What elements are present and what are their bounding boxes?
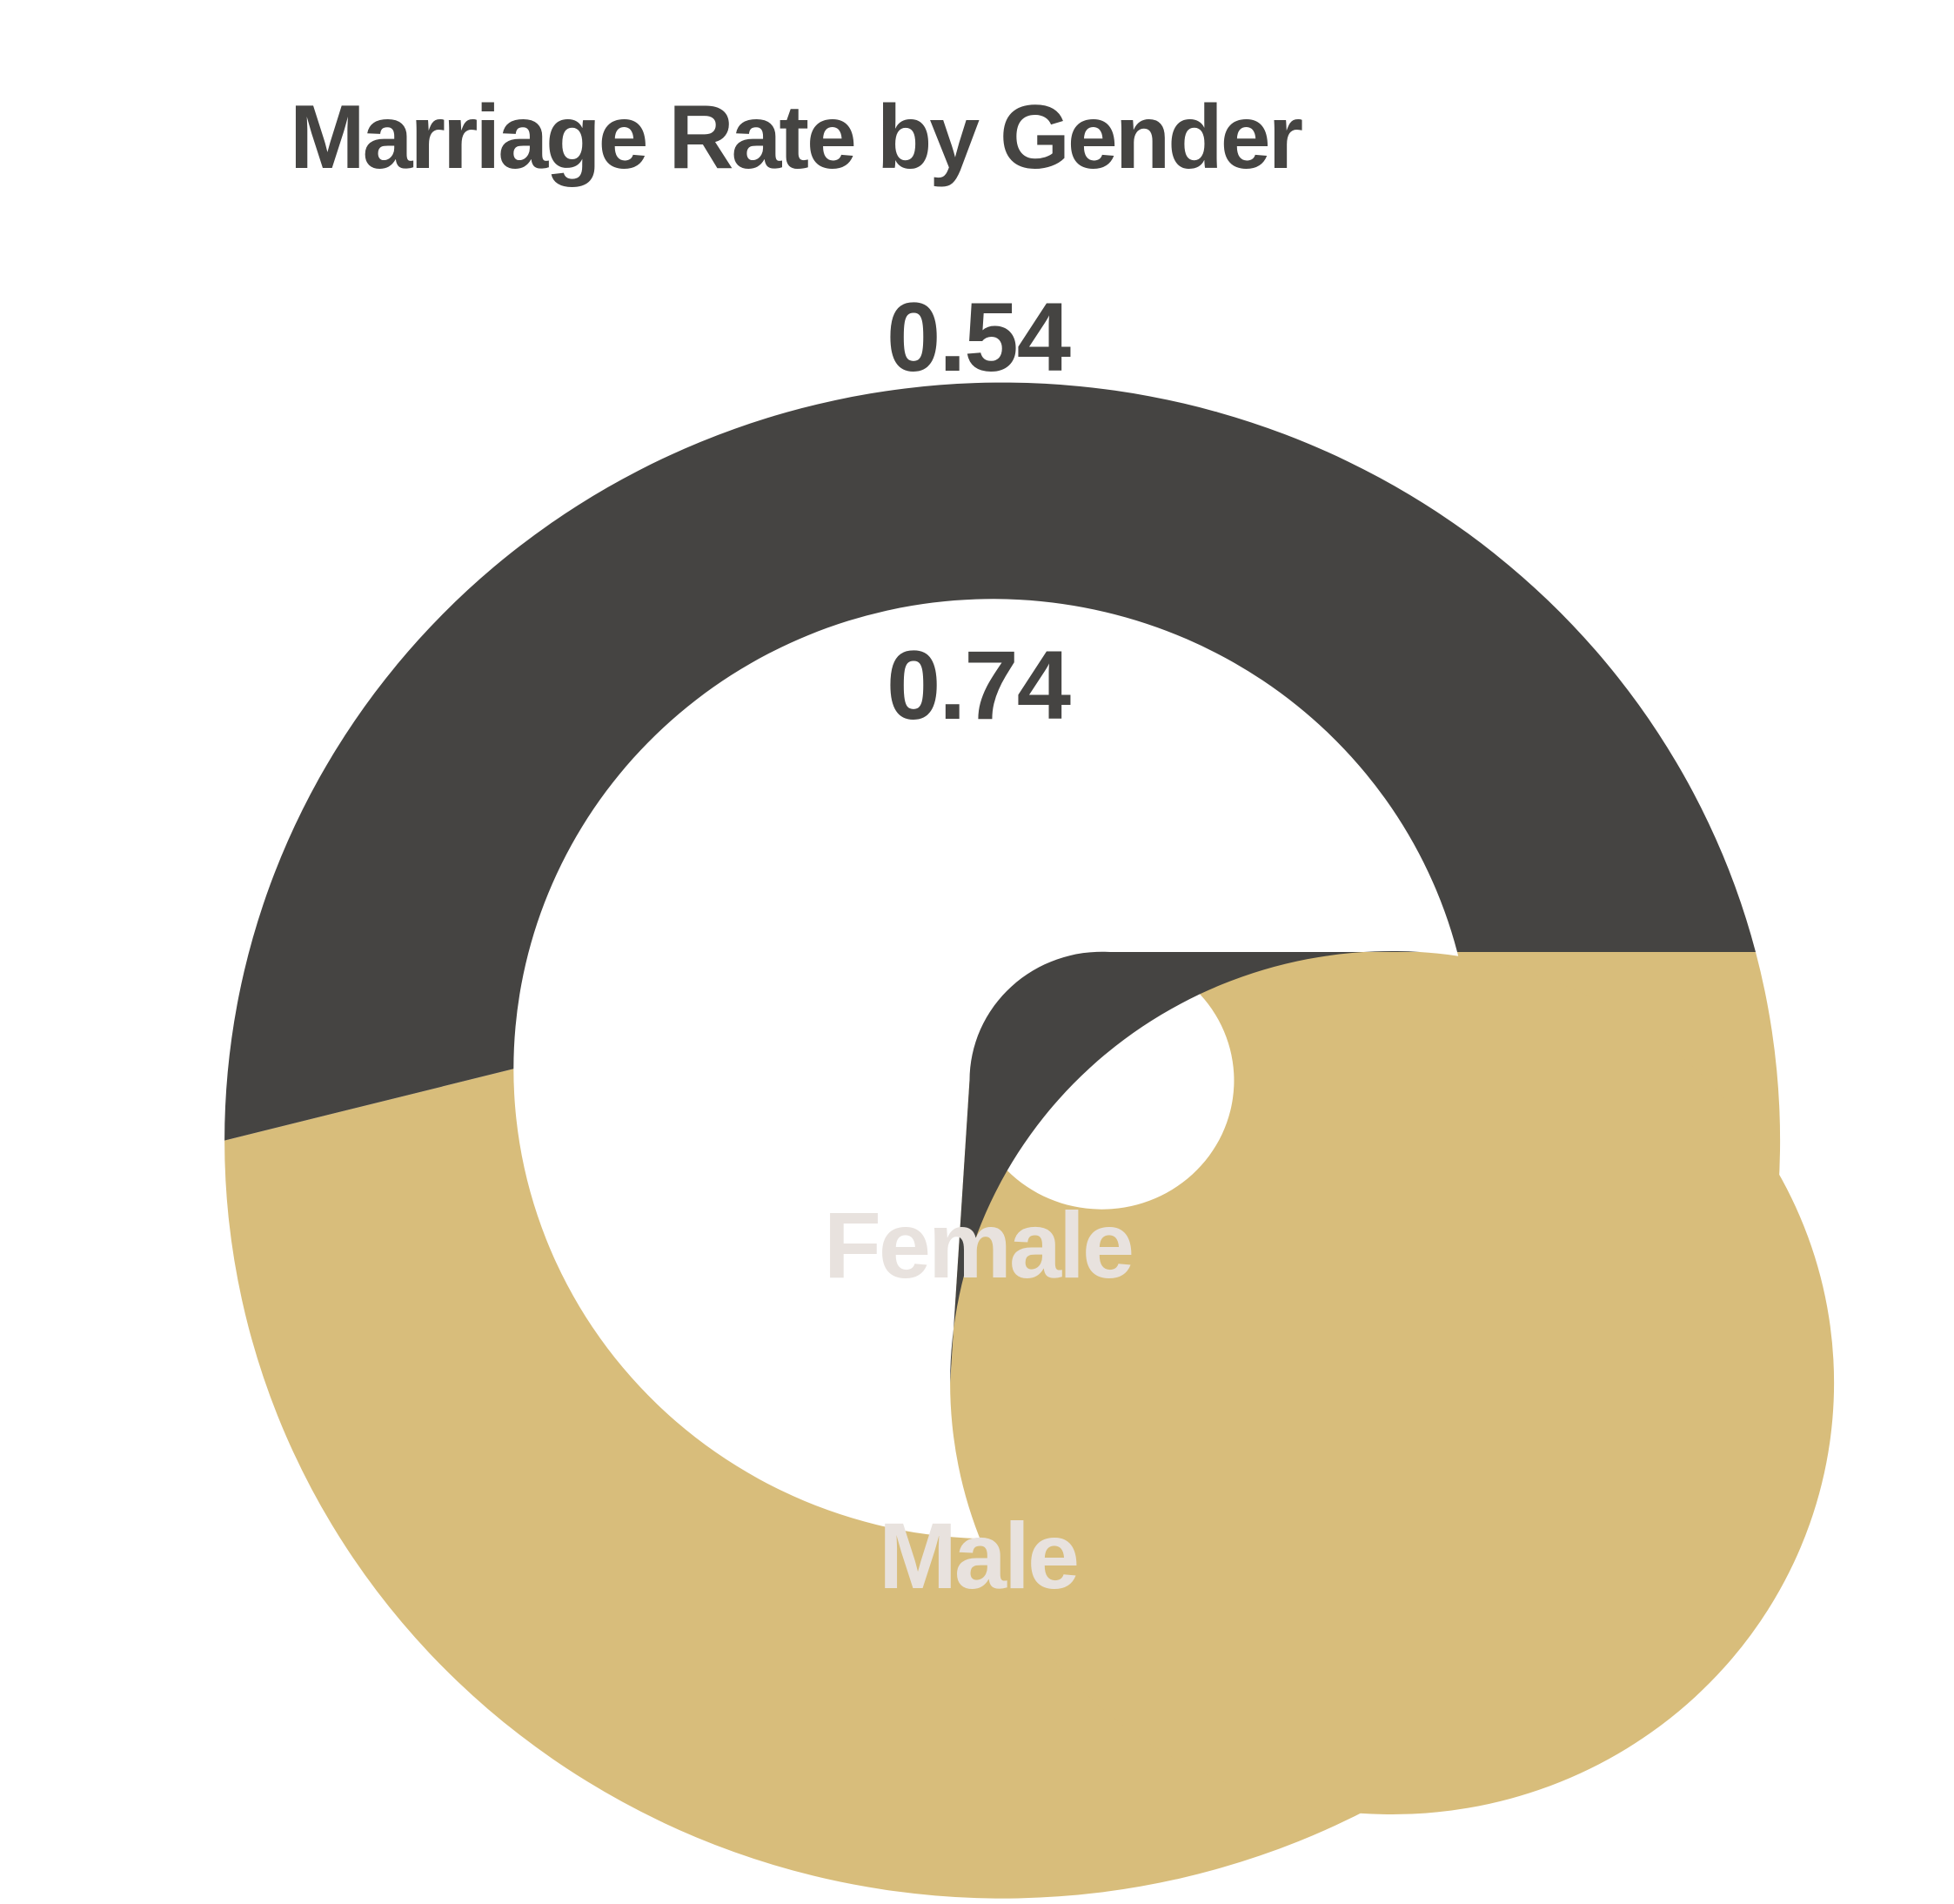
outer-female-value-label: 0.54	[887, 283, 1071, 392]
outer-ring-male-wedge	[224, 382, 1756, 1141]
male-category-label: Male	[879, 1503, 1077, 1608]
inner-ring	[950, 951, 1835, 1815]
inner-ring-male-wedge	[950, 951, 1420, 1384]
chart-title: Marriage Rate by Gender	[290, 87, 1302, 188]
inner-ring-female-wedge	[950, 952, 1835, 1815]
female-category-label: Female	[824, 1192, 1132, 1297]
inner-female-value-label: 0.74	[887, 631, 1071, 740]
